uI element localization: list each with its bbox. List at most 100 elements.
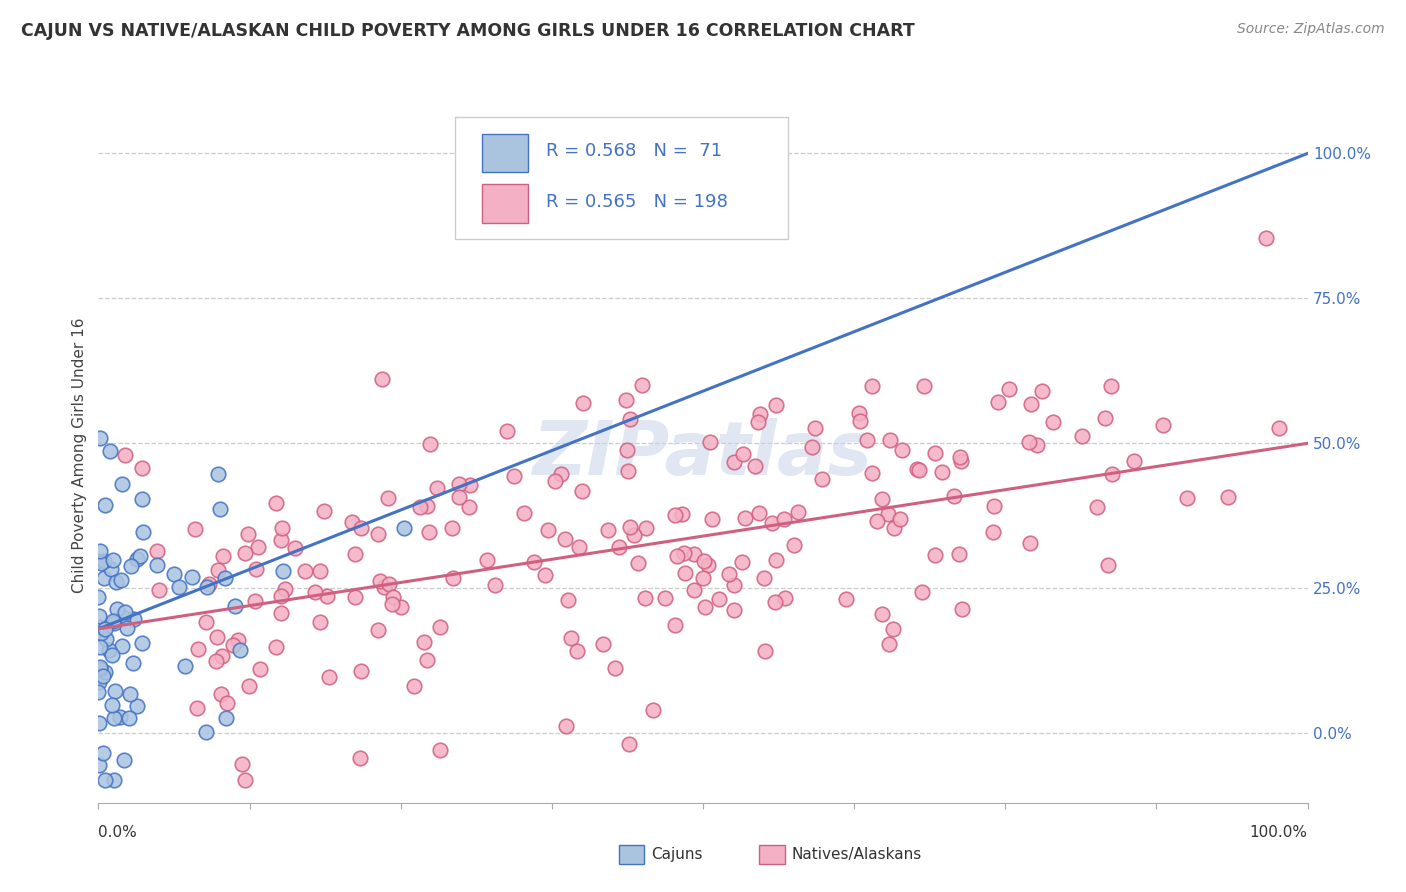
Point [96, 632, 118, 647]
Point [118, 711, 141, 725]
Point [344, 547, 367, 561]
Point [373, 580, 395, 594]
Point [184, 522, 207, 536]
Point [723, 578, 745, 592]
Point [693, 554, 716, 568]
Point [312, 504, 335, 518]
Point [765, 398, 787, 412]
Point [696, 558, 718, 572]
Point [103, 553, 125, 567]
Point [103, 772, 125, 787]
Point [744, 458, 766, 473]
Point [174, 659, 197, 673]
Point [458, 477, 481, 491]
Point [413, 635, 436, 649]
Point [1085, 500, 1108, 514]
Point [1071, 429, 1094, 443]
Point [543, 474, 565, 488]
Point [607, 540, 630, 554]
Point [1254, 231, 1277, 245]
Point [614, 392, 637, 407]
Point [692, 571, 714, 585]
Point [91, 746, 114, 760]
Point [1019, 536, 1042, 550]
Point [236, 527, 259, 541]
Point [120, 559, 142, 574]
Point [309, 565, 332, 579]
Point [233, 772, 256, 787]
Point [100, 562, 122, 576]
Point [565, 644, 588, 658]
Point [294, 564, 316, 578]
Point [641, 703, 664, 717]
Point [87, 591, 110, 605]
Point [496, 424, 519, 438]
Point [207, 467, 229, 482]
Point [848, 406, 870, 420]
Point [787, 505, 810, 519]
Point [304, 585, 326, 599]
Point [90, 556, 112, 570]
Point [429, 620, 451, 634]
Y-axis label: Child Poverty Among Girls Under 16: Child Poverty Among Girls Under 16 [72, 318, 87, 592]
Point [114, 605, 136, 619]
Point [87, 685, 110, 699]
Point [222, 638, 245, 652]
Point [634, 521, 657, 535]
Point [271, 565, 294, 579]
Point [245, 562, 267, 576]
Point [458, 500, 481, 515]
Point [503, 468, 526, 483]
Point [877, 637, 900, 651]
Point [447, 491, 470, 505]
Point [98, 444, 121, 458]
Point [131, 636, 153, 650]
Point [555, 719, 578, 733]
Point [350, 664, 373, 678]
Point [122, 612, 145, 626]
Point [948, 547, 970, 561]
Point [949, 454, 972, 468]
Point [231, 757, 253, 772]
Point [131, 461, 153, 475]
Point [343, 590, 366, 604]
Point [447, 477, 470, 491]
Point [533, 568, 555, 582]
Point [987, 395, 1010, 409]
Point [104, 575, 127, 590]
Point [484, 577, 506, 591]
Point [754, 571, 776, 585]
Point [1122, 454, 1144, 468]
Point [754, 644, 776, 658]
Point [627, 556, 650, 570]
Point [718, 566, 741, 581]
Point [207, 563, 229, 577]
Point [949, 450, 972, 464]
Point [523, 555, 546, 569]
Point [536, 523, 558, 537]
Point [554, 533, 576, 547]
Point [238, 679, 260, 693]
Point [163, 566, 186, 581]
Point [418, 524, 440, 539]
Point [264, 640, 287, 654]
Point [702, 511, 724, 525]
Point [617, 464, 640, 478]
Point [94, 665, 117, 679]
Point [860, 379, 883, 393]
Point [571, 396, 593, 410]
Point [1152, 418, 1174, 433]
Point [392, 521, 415, 535]
Point [1019, 396, 1042, 410]
Point [197, 577, 219, 591]
Point [94, 623, 117, 637]
Point [571, 483, 593, 498]
Text: CAJUN VS NATIVE/ALASKAN CHILD POVERTY AMONG GIRLS UNDER 16 CORRELATION CHART: CAJUN VS NATIVE/ALASKAN CHILD POVERTY AM… [21, 22, 915, 40]
Point [416, 499, 439, 513]
Point [132, 524, 155, 539]
Point [209, 687, 232, 701]
Point [340, 515, 363, 529]
Point [349, 751, 371, 765]
Point [723, 602, 745, 616]
Point [673, 566, 696, 581]
